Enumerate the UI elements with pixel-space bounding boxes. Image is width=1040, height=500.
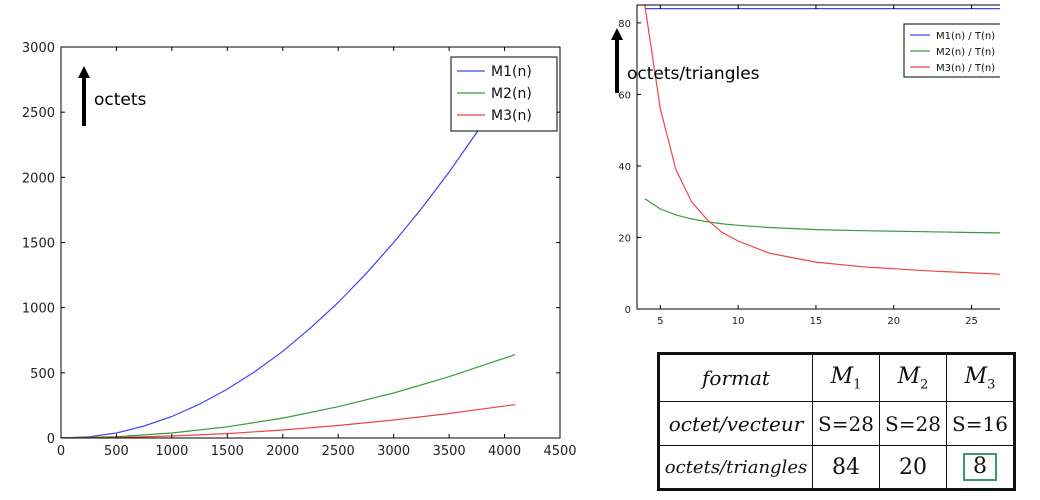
legend-label: M1(n) — [491, 64, 532, 80]
y-tick-label: 1500 — [22, 237, 55, 252]
y-tick-label: 20 — [618, 233, 631, 244]
legend-label: M2(n) / T(n) — [936, 47, 995, 58]
series-line-2 — [61, 354, 516, 438]
x-tick-label: 500 — [104, 444, 129, 459]
x-tick-label: 1000 — [155, 444, 188, 459]
y-tick-label: 500 — [30, 367, 55, 382]
y-tick-label: 80 — [618, 19, 631, 30]
legend-label: M1(n) / T(n) — [936, 31, 995, 42]
x-tick-label: 5 — [657, 316, 663, 327]
cell-value-highlighted: 8 — [946, 445, 1015, 490]
legend-box — [903, 23, 1000, 78]
series-line-3 — [61, 404, 516, 438]
legend-label: M2(n) — [491, 86, 532, 102]
x-tick-label: 25 — [965, 316, 978, 327]
x-tick-label: 10 — [732, 316, 745, 327]
y-tick-label: 60 — [618, 90, 631, 101]
x-tick-label: 15 — [810, 316, 823, 327]
highlight-box: 8 — [963, 453, 997, 481]
cell-value: 84 — [812, 445, 880, 490]
table-row: octets/triangles 84 20 8 — [658, 445, 1015, 490]
cell-value: S=16 — [946, 401, 1015, 446]
x-tick-label: 4500 — [543, 444, 576, 459]
y-tick-label: 2000 — [22, 171, 55, 186]
x-tick-label: 1500 — [211, 444, 244, 459]
cell-value: S=28 — [812, 401, 880, 446]
octets-chart: 0 500 1000 1500 2000 2500 3000 3500 4000 4500 0 500… — [22, 41, 577, 459]
column-m3: M3 — [946, 353, 1015, 402]
x-tick-label: 20 — [887, 316, 900, 327]
up-arrow-icon — [78, 66, 90, 78]
octets-per-triangle-chart: 5 10 15 20 25 0 20 40 60 80 M1(n) / T(n) M2(n) / T(… — [611, 4, 1000, 327]
cell-value: S=28 — [879, 401, 947, 446]
y-tick-label: 40 — [618, 162, 631, 173]
y-tick-label: 3000 — [22, 41, 55, 56]
y-tick-label: 0 — [625, 305, 631, 316]
up-arrow-icon — [611, 28, 623, 40]
row-label: octets/triangles — [658, 445, 813, 490]
annotation-text: octets — [94, 90, 147, 110]
y-tick-label: 0 — [47, 432, 55, 447]
x-tick-label: 2000 — [266, 444, 299, 459]
legend-label: M3(n) — [491, 108, 532, 124]
format-table: format M1 M2 M3 octet/vecteur S=28 S=28 … — [657, 352, 1016, 491]
table-row: octet/vecteur S=28 S=28 S=16 — [658, 401, 1015, 446]
x-tick-label: 3500 — [433, 444, 466, 459]
annotation-text: octets/triangles — [627, 64, 760, 84]
x-tick-label: 2500 — [322, 444, 355, 459]
row-label: octet/vecteur — [658, 401, 813, 446]
x-tick-label: 3000 — [377, 444, 410, 459]
column-m2: M2 — [879, 353, 947, 402]
y-tick-label: 2500 — [22, 106, 55, 121]
legend-box — [450, 56, 558, 132]
series-line-1 — [61, 115, 489, 438]
header-label: format — [658, 353, 813, 402]
x-tick-label: 0 — [57, 444, 65, 459]
series-line-2 — [644, 198, 1000, 234]
plot-frame — [636, 4, 1000, 310]
column-m1: M1 — [812, 353, 880, 402]
series-line-3 — [644, 5, 1000, 275]
table-header-row: format M1 M2 M3 — [658, 353, 1015, 402]
x-tick-label: 4000 — [488, 444, 521, 459]
y-tick-label: 1000 — [22, 302, 55, 317]
cell-value: 20 — [879, 445, 947, 490]
legend-label: M3(n) / T(n) — [936, 63, 995, 74]
